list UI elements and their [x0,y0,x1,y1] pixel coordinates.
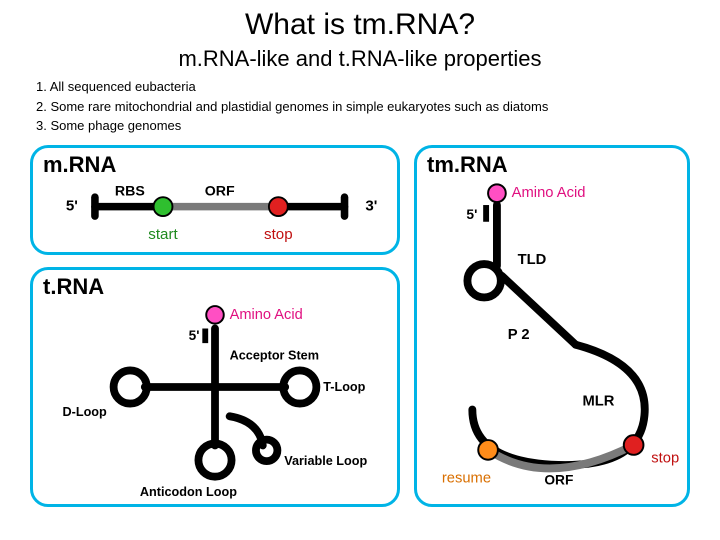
five-prime-label: 5' [189,328,200,343]
start-label: start [148,225,178,242]
mlr-label: MLR [582,393,614,409]
stop-label: stop [651,450,679,466]
variable-loop-label: Variable Loop [284,454,367,468]
p2-label: P 2 [508,326,530,342]
subtitle: m.RNA-like and t.RNA-like properties [30,46,690,72]
panels-row: m.RNA 5' 3' RBS ORF [30,145,690,507]
panel-mrna: m.RNA 5' 3' RBS ORF [30,145,400,255]
anticodon-loop-label: Anticodon Loop [140,485,237,499]
list-item: 1. All sequenced eubacteria [36,78,690,96]
mrna-diagram: 5' 3' RBS ORF start stop [33,148,397,252]
left-column: m.RNA 5' 3' RBS ORF [30,145,400,507]
page-title: What is tm.RNA? [30,8,690,42]
tloop-label: T-Loop [323,380,365,394]
orf-label: ORF [205,183,235,199]
bullet-list: 1. All sequenced eubacteria 2. Some rare… [36,78,690,135]
amino-acid-label: Amino Acid [512,185,586,201]
acceptor-stem-label: Acceptor Stem [230,348,319,362]
tmrna-diagram: Amino Acid 5' TLD P 2 MLR ORF resume sto… [417,148,687,504]
slide: What is tm.RNA? m.RNA-like and t.RNA-lik… [0,0,720,540]
list-item: 2. Some rare mitochondrial and plastidia… [36,98,690,116]
trna-diagram: Amino Acid 5' Acceptor Stem D-Loop T-Loo… [33,270,397,504]
rbs-label: RBS [115,183,145,199]
amino-acid-label: Amino Acid [230,306,303,322]
five-prime-label: 5' [466,206,477,221]
list-item: 3. Some phage genomes [36,117,690,135]
stop-label: stop [264,225,293,242]
panel-trna: t.RNA [30,267,400,507]
tld-label: TLD [518,252,547,268]
panel-tmrna: tm.RNA [414,145,690,507]
resume-label: resume [442,470,491,486]
three-prime-label: 3' [365,197,377,214]
five-prime-label: 5' [66,197,78,214]
orf-label: ORF [544,472,573,487]
dloop-label: D-Loop [62,405,107,419]
